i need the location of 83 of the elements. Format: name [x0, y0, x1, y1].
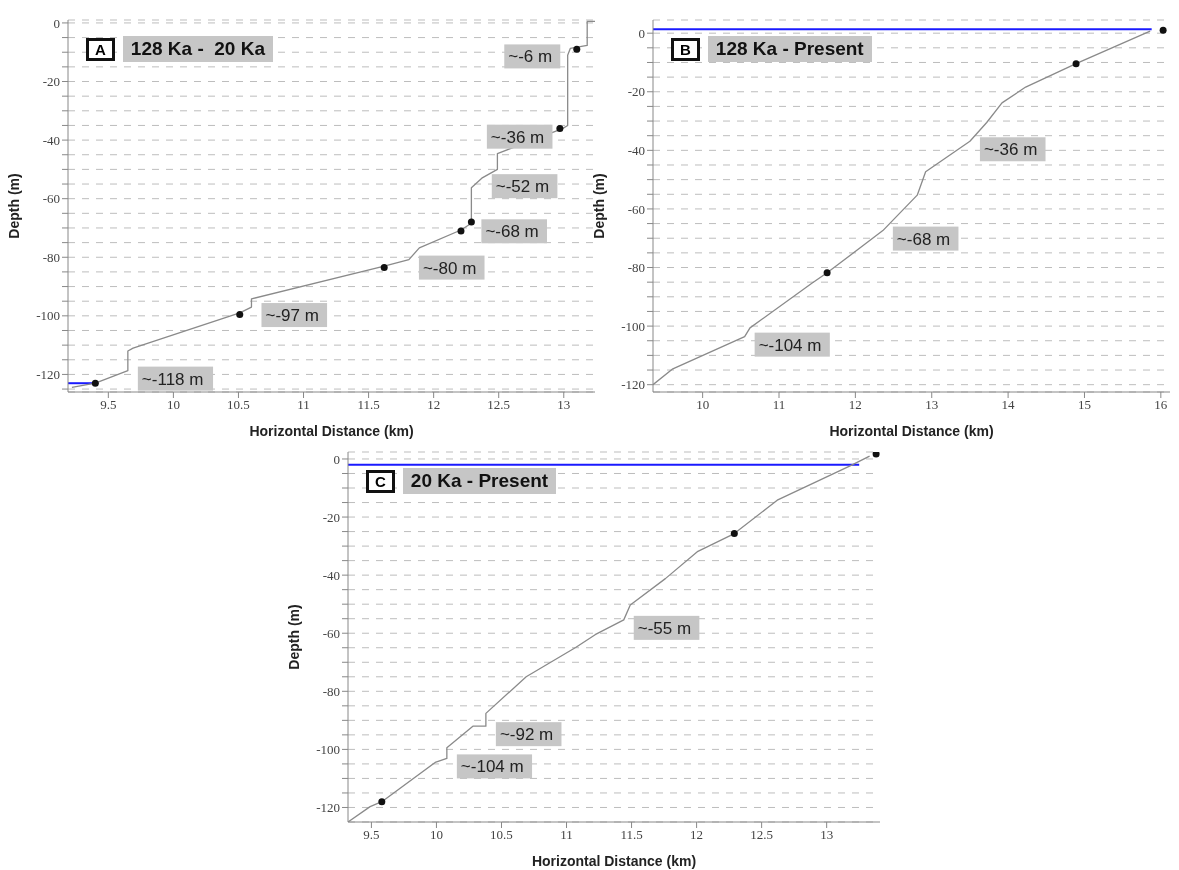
- annotation: ~-52 m: [495, 177, 550, 197]
- point: [1159, 26, 1167, 34]
- x-tick-label: 9.5: [100, 397, 117, 413]
- line-series: [71, 20, 595, 388]
- x-tick-label: 13: [557, 397, 571, 413]
- annotation: B: [671, 37, 700, 61]
- x-tick-label: 10: [429, 827, 443, 843]
- annotation: ~-6 m: [508, 47, 553, 67]
- x-tick-label: 10.5: [490, 827, 513, 843]
- x-tick-label: 12: [427, 397, 441, 413]
- annotation: ~-80 m: [422, 258, 477, 278]
- y-tick-label: -20: [42, 74, 60, 90]
- x-tick-label: 12.5: [487, 397, 511, 413]
- x-tick-label: 10: [166, 397, 180, 413]
- annotation: ~-104 m: [460, 757, 524, 777]
- x-tick-label: 11: [297, 397, 310, 413]
- x-tick-label: 13: [925, 397, 939, 413]
- annotation: ~-36 m: [983, 140, 1038, 160]
- point: [1072, 60, 1080, 68]
- point: [380, 264, 388, 272]
- point: [91, 379, 99, 387]
- point: [236, 310, 244, 318]
- x-tick-label: 12: [848, 397, 862, 413]
- annotation: ~-36 m: [490, 127, 545, 147]
- y-tick-label: -80: [322, 683, 340, 699]
- y-tick-label: -20: [322, 509, 340, 525]
- y-axis-title: Depth (m): [285, 604, 302, 670]
- x-axis-title: Horizontal Distance (km): [829, 423, 994, 439]
- x-tick-label: 11.5: [620, 827, 643, 843]
- y-tick-label: -40: [42, 132, 60, 148]
- y-tick-label: -80: [627, 260, 645, 276]
- point: [573, 45, 581, 53]
- y-tick-label: -80: [42, 249, 60, 265]
- point: [823, 269, 831, 277]
- y-tick-label: -120: [316, 800, 340, 816]
- y-tick-label: -60: [322, 625, 340, 641]
- annotation: A: [86, 37, 115, 61]
- x-tick-label: 10: [696, 397, 710, 413]
- y-tick-label: -40: [627, 142, 645, 158]
- x-tick-label: 12: [690, 827, 704, 843]
- x-tick-label: 13: [820, 827, 834, 843]
- y-tick-label: -60: [42, 191, 60, 207]
- annotation: ~-92 m: [499, 725, 554, 745]
- text: 20 Ka - Present: [402, 468, 557, 494]
- y-tick-label: -120: [621, 377, 645, 393]
- x-tick-label: 9.5: [363, 827, 380, 843]
- y-tick-label: 0: [53, 15, 60, 31]
- y-tick-label: -100: [621, 318, 645, 334]
- point: [467, 218, 475, 226]
- annotation: ~-68 m: [485, 222, 539, 242]
- y-axis-title: Depth (m): [590, 173, 607, 239]
- x-tick-label: 11: [772, 397, 786, 413]
- annotation: ~-104 m: [758, 335, 822, 355]
- y-tick-label: 0: [638, 25, 645, 41]
- x-axis-title: Horizontal Distance (km): [531, 853, 697, 869]
- x-tick-label: 10.5: [227, 397, 250, 413]
- y-tick-label: -40: [322, 567, 340, 583]
- y-axis-title: Depth (m): [5, 173, 22, 239]
- annotation: ~-118 m: [141, 369, 204, 389]
- annotation: ~-68 m: [896, 229, 951, 249]
- x-tick-label: 11.5: [357, 397, 380, 413]
- x-tick-label: 11: [560, 827, 573, 843]
- x-tick-label: 16: [1154, 397, 1168, 413]
- point: [556, 124, 564, 132]
- text: 128 Ka - 20 Ka: [122, 36, 273, 62]
- y-tick-label: -100: [36, 308, 60, 324]
- x-tick-label: 12.5: [750, 827, 774, 843]
- y-tick-label: -120: [36, 367, 60, 383]
- point: [872, 452, 880, 458]
- y-tick-label: -20: [627, 84, 645, 100]
- point: [730, 530, 738, 538]
- x-tick-label: 15: [1077, 397, 1091, 413]
- text: 128 Ka - Present: [707, 36, 872, 62]
- annotation: ~-55 m: [637, 618, 692, 638]
- point: [378, 798, 386, 806]
- x-axis-title: Horizontal Distance (km): [249, 423, 414, 439]
- y-tick-label: 0: [333, 451, 340, 467]
- x-tick-label: 14: [1001, 397, 1016, 413]
- y-tick-label: -60: [627, 201, 645, 217]
- y-tick-label: -100: [316, 742, 340, 758]
- annotation: C: [366, 469, 395, 493]
- point: [457, 227, 465, 235]
- annotation: ~-97 m: [265, 306, 319, 326]
